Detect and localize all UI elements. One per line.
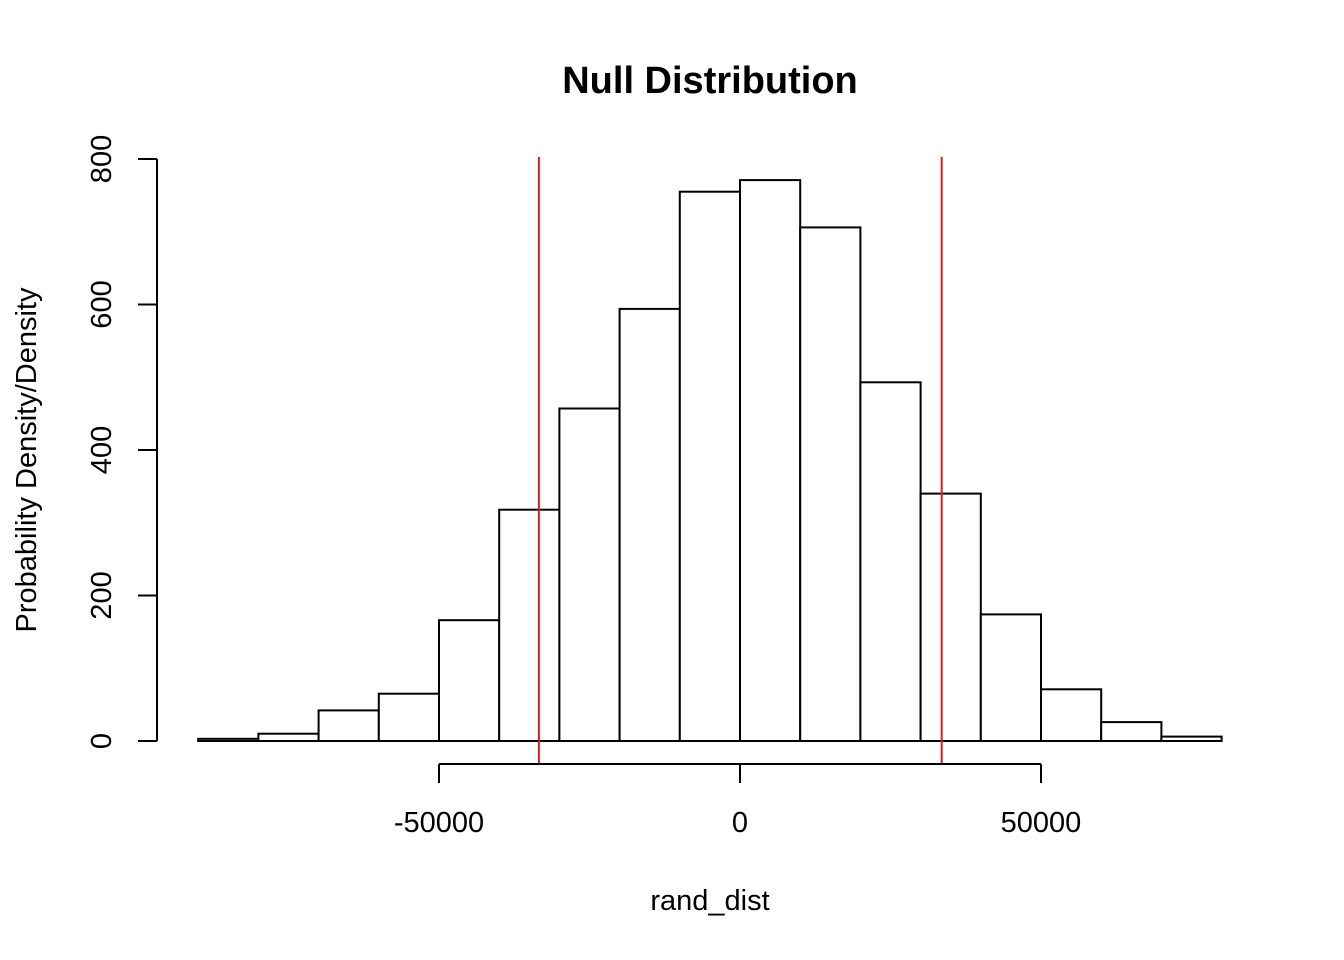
histogram-bar-5 — [498, 508, 561, 743]
histogram-bar-16 — [1160, 735, 1223, 742]
x-axis-label: rand_dist — [650, 885, 769, 917]
x-tick-label-0: -50000 — [394, 807, 484, 839]
y-tick-label-1: 200 — [86, 571, 118, 619]
x-axis: -50000 0 50000 — [394, 763, 1082, 839]
histogram-bar-2 — [317, 709, 380, 743]
histogram-bar-0 — [197, 737, 260, 742]
y-tick-label-4: 800 — [86, 135, 118, 183]
histogram-bar-7 — [618, 307, 681, 742]
histogram-bar-12 — [919, 492, 982, 742]
histogram-bar-9 — [739, 179, 802, 743]
histogram-bar-4 — [438, 619, 501, 743]
y-tick-label-2: 400 — [86, 426, 118, 474]
histogram-bars — [197, 179, 1223, 743]
histogram-bar-8 — [678, 190, 741, 742]
histogram-bar-6 — [558, 407, 621, 742]
y-axis: 0 200 400 600 800 — [86, 135, 158, 749]
histogram-bar-1 — [257, 732, 320, 743]
histogram-bar-14 — [1040, 688, 1103, 742]
histogram-bar-3 — [377, 692, 440, 743]
y-tick-label-0: 0 — [86, 733, 118, 749]
chart-title: Null Distribution — [562, 60, 858, 102]
x-tick-label-1: 0 — [732, 807, 748, 839]
histogram-bar-11 — [859, 381, 922, 742]
histogram-bar-10 — [799, 226, 862, 742]
y-tick-label-3: 600 — [86, 280, 118, 328]
y-axis-label: Probability Density/Density — [11, 287, 43, 632]
reference-lines — [537, 157, 943, 763]
histogram-bar-15 — [1100, 721, 1163, 742]
x-tick-label-2: 50000 — [1001, 807, 1082, 839]
histogram-bar-13 — [979, 613, 1042, 743]
